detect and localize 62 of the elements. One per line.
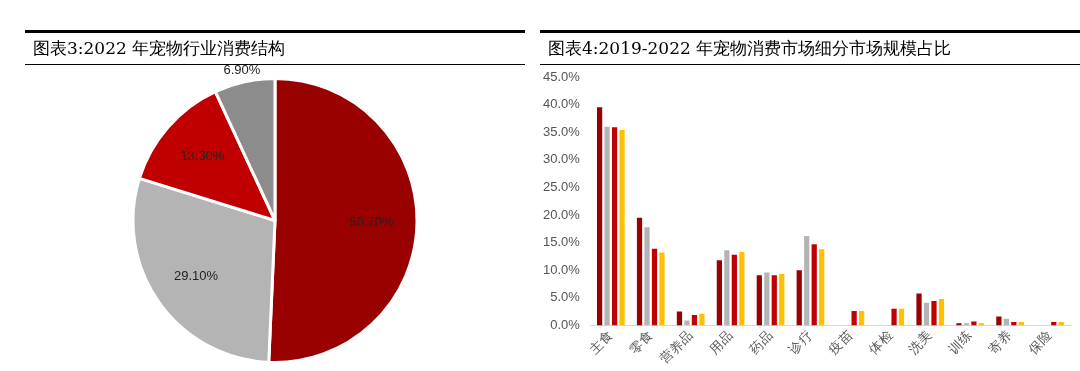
- bar: [796, 270, 802, 326]
- bar: [804, 235, 810, 326]
- y-tick-label: 30.0%: [542, 151, 581, 167]
- y-tick-label: 5.0%: [550, 289, 581, 305]
- bar: [676, 311, 683, 326]
- y-tick-label: 35.0%: [542, 123, 581, 139]
- x-tick-label: 营养品: [657, 327, 696, 366]
- bar: [691, 314, 698, 326]
- bar: [771, 275, 777, 326]
- bar: [731, 254, 737, 326]
- bar: [596, 107, 603, 326]
- y-tick-label: 10.0%: [542, 261, 581, 277]
- y-tick-label: 15.0%: [542, 234, 581, 250]
- bar: [916, 293, 922, 326]
- bar: [684, 320, 690, 326]
- bar: [938, 298, 945, 326]
- bar: [956, 323, 962, 326]
- bar: [923, 302, 930, 326]
- bar: [891, 308, 897, 326]
- data-label: 6.90%: [223, 61, 261, 77]
- x-tick-label: 主食: [586, 327, 616, 357]
- bar: [819, 249, 825, 326]
- bar: [659, 252, 665, 326]
- bar: [611, 127, 618, 326]
- y-tick-label: 20.0%: [542, 206, 581, 222]
- bar: [604, 126, 610, 326]
- x-tick-label: 洗美: [905, 327, 935, 357]
- bar: [651, 248, 658, 326]
- bar: [699, 313, 705, 326]
- data-label: 50.70%: [349, 214, 395, 230]
- bar: [851, 311, 857, 326]
- x-tick-label: 训练: [945, 327, 975, 357]
- data-label: 29.10%: [173, 267, 219, 283]
- x-tick-label: 寄养: [985, 327, 1015, 357]
- bar: [931, 301, 937, 326]
- bar: [636, 217, 643, 326]
- bar: [859, 311, 865, 326]
- x-tick-label: 药品: [746, 327, 776, 357]
- x-tick-label: 疫苗: [825, 327, 855, 357]
- data-label: 13.30%: [180, 148, 225, 164]
- bar: [716, 260, 722, 326]
- bar: [619, 129, 625, 326]
- y-tick-label: 25.0%: [542, 178, 581, 194]
- chart-title: 图表3:2022 年宠物行业消费结构: [33, 38, 286, 58]
- bar: [811, 244, 817, 326]
- x-tick-label: 保险: [1025, 327, 1055, 357]
- bar: [644, 227, 650, 326]
- y-tick-label: 0.0%: [550, 316, 581, 332]
- x-tick-label: 诊疗: [785, 327, 815, 357]
- y-tick-label: 45.0%: [542, 68, 581, 84]
- bar: [739, 251, 745, 326]
- bar: [724, 250, 730, 326]
- bar: [779, 274, 785, 326]
- bar: [756, 275, 762, 326]
- bar: [898, 308, 905, 326]
- x-tick-label: 零食: [626, 327, 656, 357]
- x-tick-label: 体检: [865, 327, 895, 357]
- x-tick-label: 用品: [706, 327, 736, 357]
- bar: [971, 321, 977, 326]
- chart-title: 图表4:2019-2022 年宠物消费市场细分市场规模占比: [540, 30, 1080, 65]
- y-tick-label: 40.0%: [542, 96, 581, 112]
- bar: [764, 272, 770, 326]
